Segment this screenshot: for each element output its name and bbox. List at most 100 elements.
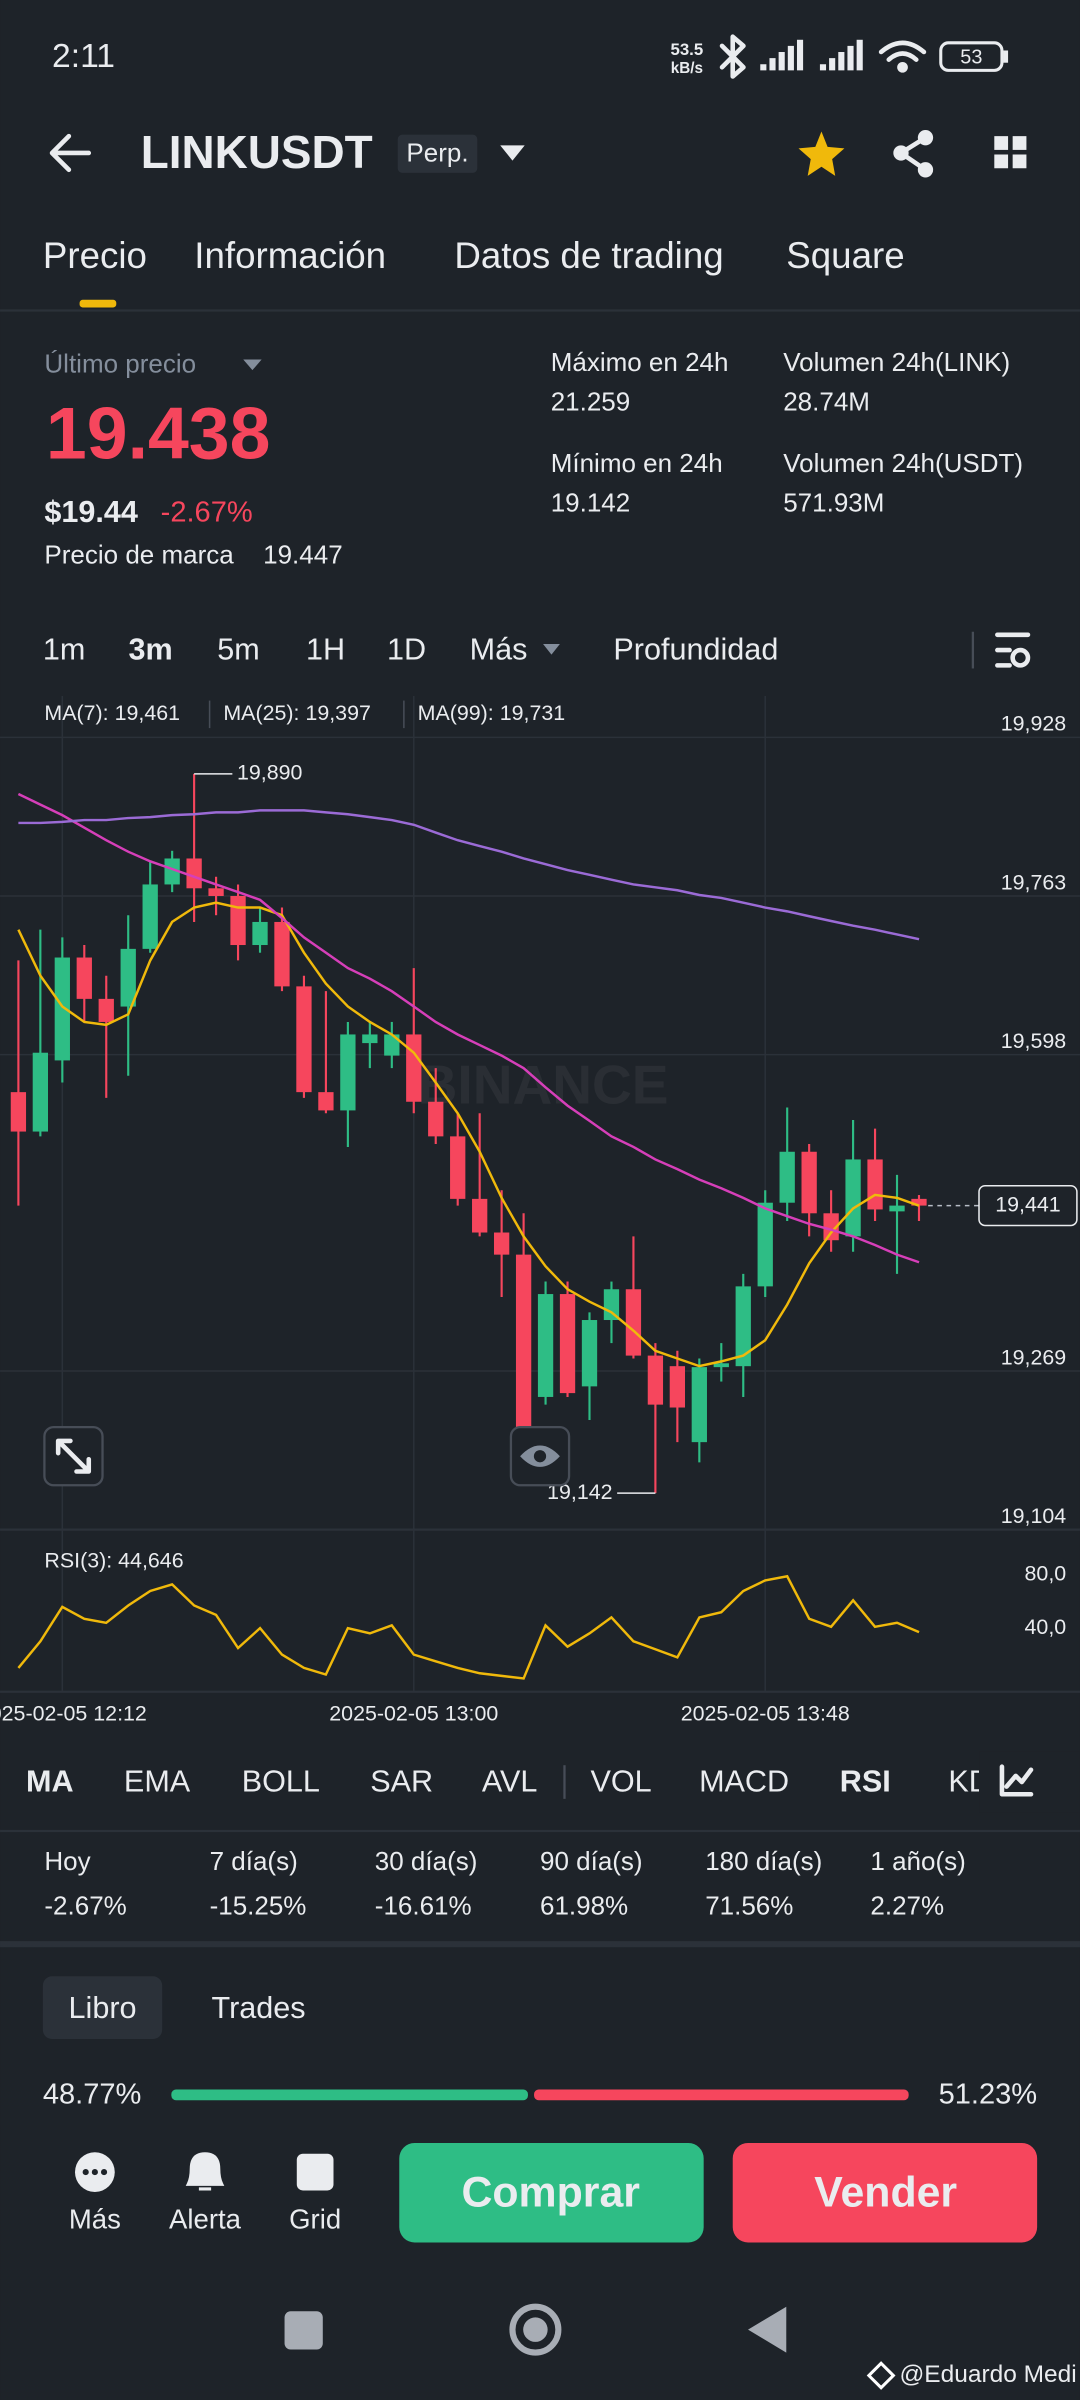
- y-tick-label: 80,0: [1025, 1562, 1067, 1586]
- interval[interactable]: 1m: [43, 633, 85, 667]
- more-icon[interactable]: [82, 2169, 89, 2176]
- menu-grid-button[interactable]: [994, 154, 1009, 169]
- symbol-dropdown[interactable]: [500, 145, 525, 161]
- indicator[interactable]: EMA: [124, 1765, 191, 1799]
- indicator[interactable]: BOLL: [242, 1765, 320, 1799]
- interval[interactable]: 5m: [217, 633, 259, 667]
- sell-label[interactable]: Vender: [814, 2168, 957, 2216]
- sell-button[interactable]: [732, 2143, 1038, 2243]
- nav-home[interactable]: [523, 2317, 548, 2342]
- menu-grid-button[interactable]: [1012, 154, 1027, 169]
- alert-icon[interactable]: [185, 2152, 225, 2191]
- grid-icon[interactable]: [300, 2160, 330, 2187]
- menu-grid-button[interactable]: [994, 136, 1009, 150]
- candle-body: [625, 1289, 642, 1356]
- indicator[interactable]: VOL: [590, 1765, 651, 1799]
- stat-label: Mínimo en 24h: [551, 448, 723, 478]
- nav-home[interactable]: [509, 2303, 562, 2356]
- indicator-settings-button[interactable]: [999, 1764, 1034, 1797]
- indicator-bar: MA EMA BOLL SAR AVL VOL MACD RSI KD: [26, 1765, 991, 1799]
- ma-line: [17, 792, 920, 1264]
- watermark: @Eduardo Medi: [899, 2361, 1076, 2388]
- candle-body: [493, 1232, 510, 1255]
- chart-settings-button[interactable]: [995, 632, 1031, 668]
- more-icon[interactable]: [91, 2169, 98, 2176]
- chart-settings-button[interactable]: [995, 632, 1031, 668]
- interval[interactable]: 1D: [387, 633, 426, 667]
- legend-entry: MA(25): 19,397: [223, 701, 371, 725]
- nav-back[interactable]: [748, 2306, 787, 2353]
- actions: Más Alerta Grid: [69, 2203, 341, 2234]
- net-speed: 53.5: [670, 40, 703, 59]
- expand-button[interactable]: [55, 1438, 92, 1474]
- interval[interactable]: 1H: [306, 633, 345, 667]
- ma-line: [18, 809, 920, 941]
- last-price-dropdown[interactable]: [243, 359, 262, 371]
- book-tab[interactable]: Libro: [69, 1991, 137, 2025]
- buy-label[interactable]: Comprar: [461, 2168, 640, 2216]
- menu-grid-button[interactable]: [1012, 136, 1027, 150]
- grid-icon[interactable]: [296, 2153, 334, 2191]
- action-label[interactable]: Más: [69, 2203, 121, 2234]
- candle-body: [384, 1034, 400, 1056]
- interval[interactable]: 3m: [129, 633, 173, 667]
- expand-button[interactable]: [43, 1426, 104, 1487]
- indicator[interactable]: SAR: [370, 1765, 433, 1799]
- wifi-icon: [878, 40, 927, 55]
- period-label: 90 día(s): [540, 1846, 643, 1876]
- indicator[interactable]: MA: [26, 1765, 74, 1799]
- candle-body: [845, 1159, 861, 1237]
- indicator[interactable]: RSI: [840, 1765, 891, 1799]
- candle-body: [252, 921, 268, 946]
- visibility-button[interactable]: [533, 1450, 547, 1463]
- indicator[interactable]: MACD: [699, 1765, 789, 1799]
- indicator[interactable]: AVL: [482, 1765, 538, 1799]
- legend-entry: RSI(3): 44,646: [44, 1548, 183, 1572]
- symbol[interactable]: LINKUSDT: [141, 126, 373, 178]
- buy-button[interactable]: [399, 2143, 704, 2243]
- tab[interactable]: Datos de trading: [454, 235, 723, 276]
- y-tick-label: 19,598: [1001, 1029, 1066, 1053]
- interval[interactable]: Más: [470, 633, 528, 667]
- interval-dropdown[interactable]: [543, 643, 560, 655]
- wifi-icon: [878, 40, 927, 73]
- sell-ratio-bar: [534, 2089, 909, 2101]
- share-button[interactable]: [898, 135, 928, 173]
- menu-grid-button[interactable]: [994, 136, 1027, 169]
- tab[interactable]: Square: [786, 235, 904, 276]
- bluetooth-icon: [719, 34, 746, 79]
- book-ratio: 48.77% 51.23%: [43, 2078, 1037, 2110]
- y-tick-label: 19,269: [1001, 1345, 1066, 1369]
- share-button[interactable]: [893, 130, 934, 178]
- back-button[interactable]: [49, 133, 92, 173]
- favorite-button[interactable]: [798, 131, 845, 176]
- buy-ratio: 48.77%: [43, 2078, 142, 2110]
- more-icon[interactable]: [100, 2169, 108, 2176]
- tab[interactable]: Información: [194, 235, 386, 276]
- tab[interactable]: Precio: [43, 235, 147, 276]
- net-unit: kB/s: [671, 60, 703, 77]
- signal-icon: [769, 58, 776, 71]
- visibility-button[interactable]: [509, 1426, 571, 1487]
- action-label[interactable]: Grid: [289, 2203, 341, 2234]
- chart-settings-button[interactable]: [1010, 647, 1031, 668]
- candle-body: [54, 957, 70, 1061]
- tab-indicator: [79, 299, 117, 308]
- book-tab[interactable]: Trades: [212, 1991, 306, 2025]
- candle-body: [406, 1034, 422, 1102]
- signal-icon: [829, 58, 836, 71]
- x-tick-label: 2025-02-05 12:12: [0, 1701, 147, 1725]
- period-change: 61.98%: [540, 1890, 628, 1920]
- y-tick-label: 40,0: [1025, 1615, 1067, 1639]
- action-label[interactable]: Alerta: [169, 2203, 242, 2234]
- interval[interactable]: Profundidad: [613, 633, 778, 667]
- more-icon[interactable]: [74, 2152, 115, 2192]
- mark-price: 19.447: [263, 540, 343, 570]
- candle-body: [647, 1355, 664, 1405]
- candle-body: [450, 1136, 466, 1199]
- stat-label: Volumen 24h(USDT): [783, 448, 1023, 478]
- nav-recents[interactable]: [284, 2311, 323, 2350]
- nav-home[interactable]: [509, 2303, 562, 2356]
- candle-body: [713, 1363, 729, 1368]
